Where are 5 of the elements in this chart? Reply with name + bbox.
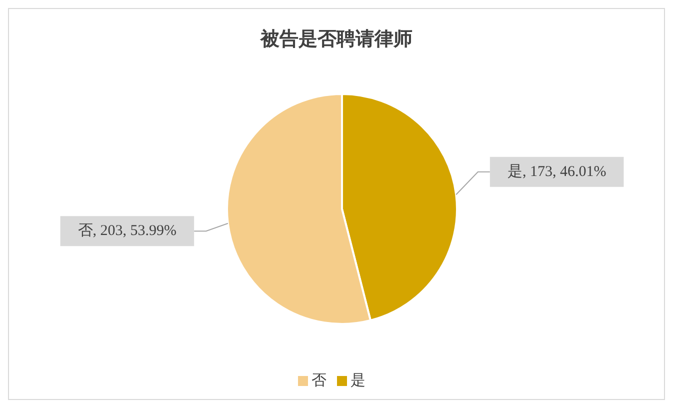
legend-label: 是: [350, 373, 366, 389]
data-label: 否, 203, 53.99%: [78, 223, 177, 240]
chart-title: 被告是否聘请律师: [259, 28, 414, 52]
legend-label: 否: [312, 373, 326, 389]
data-label: 是, 173, 46.01%: [507, 164, 606, 180]
